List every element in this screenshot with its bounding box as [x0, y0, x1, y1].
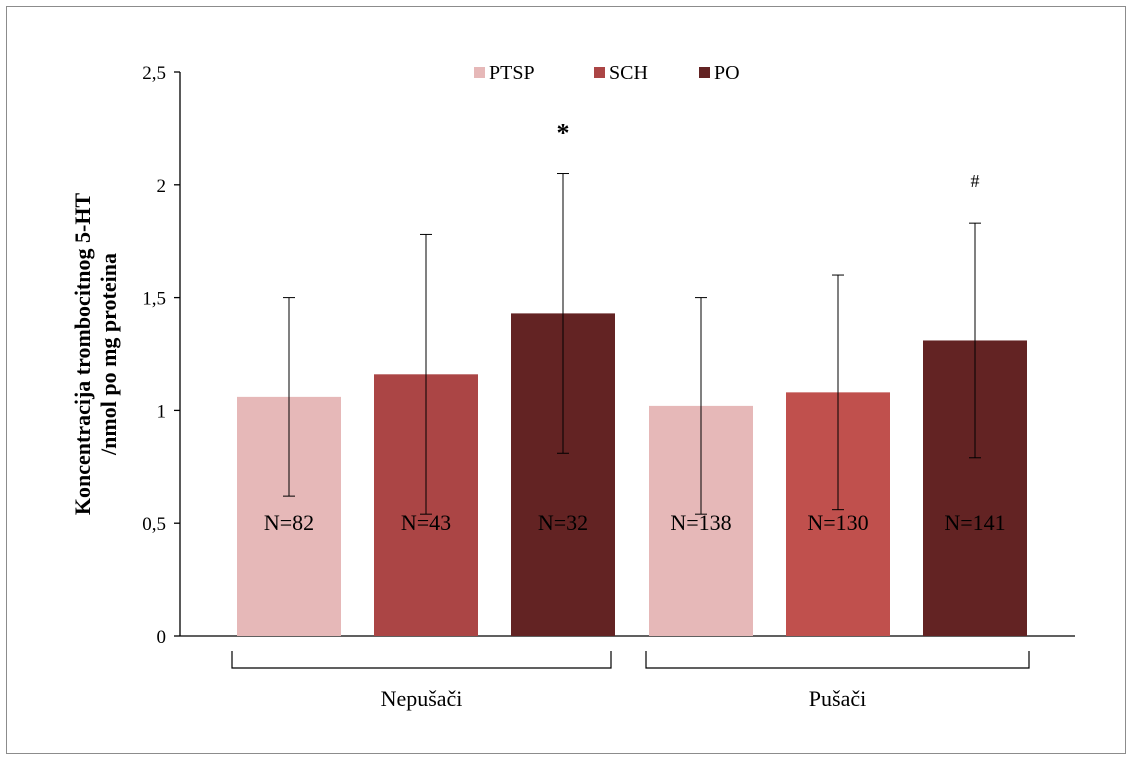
group-label: Pušači — [809, 686, 866, 711]
n-label: N=32 — [538, 510, 588, 535]
group-bracket — [231, 651, 612, 669]
legend-swatch-ptsp — [474, 67, 485, 78]
significance-annotation: * — [557, 119, 570, 148]
n-label: N=43 — [401, 510, 451, 535]
legend-label: PO — [714, 62, 740, 84]
y-axis-label-line: /nmol po mg proteina — [96, 253, 121, 456]
y-tick-label: 0,5 — [142, 514, 166, 535]
y-axis-label: Koncentracija trombocitnog 5-HT/nmol po … — [70, 193, 121, 516]
group-bracket — [645, 651, 1030, 669]
y-tick-label: 2,5 — [142, 63, 166, 84]
legend-label: SCH — [609, 62, 648, 84]
legend-swatch-sch — [594, 67, 605, 78]
y-axis-label-line: Koncentracija trombocitnog 5-HT — [70, 193, 95, 516]
group-label: Nepušači — [381, 686, 463, 711]
n-label: N=82 — [264, 510, 314, 535]
legend-swatch-po — [699, 67, 710, 78]
y-tick-label: 2 — [157, 176, 167, 197]
n-label: N=130 — [807, 510, 868, 535]
significance-annotation: # — [971, 171, 980, 191]
legend-label: PTSP — [489, 62, 535, 84]
y-tick-label: 0 — [157, 627, 167, 648]
n-label: N=141 — [944, 510, 1005, 535]
y-tick-label: 1 — [157, 401, 167, 422]
n-label: N=138 — [670, 510, 731, 535]
y-tick-label: 1,5 — [142, 289, 166, 310]
